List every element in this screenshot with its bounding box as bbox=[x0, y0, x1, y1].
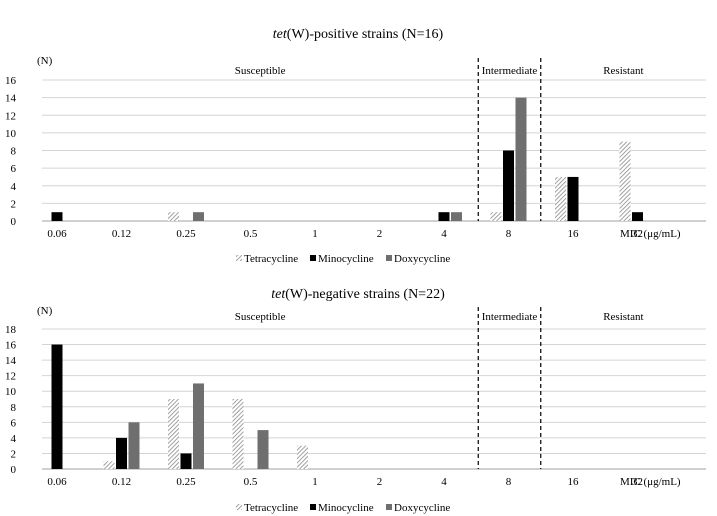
y-tick-label: 16 bbox=[5, 340, 17, 352]
x-tick-label: 0.25 bbox=[176, 228, 196, 240]
y-tick-label: 4 bbox=[11, 433, 17, 445]
bar-tetracycline bbox=[490, 212, 502, 221]
region-label-susceptible: Susceptible bbox=[235, 311, 286, 323]
chart-panel-1: tet(W)-positive strains (N=16)(N)0246810… bbox=[5, 27, 706, 265]
x-tick-label: 4 bbox=[441, 476, 447, 488]
legend-label-doxycycline: Doxycycline bbox=[394, 253, 450, 265]
x-axis-label: MIC (μg/mL) bbox=[620, 228, 681, 240]
x-tick-label: 32 bbox=[632, 228, 643, 240]
bar-tetracycline bbox=[555, 176, 566, 221]
x-tick-label: 16 bbox=[568, 476, 580, 488]
y-tick-label: 8 bbox=[11, 402, 17, 414]
y-tick-label: 12 bbox=[5, 371, 16, 383]
x-tick-label: 0.06 bbox=[47, 476, 67, 488]
legend-label-tetracycline: Tetracycline bbox=[244, 502, 298, 514]
bar-minocycline bbox=[567, 176, 579, 221]
y-tick-label: 6 bbox=[11, 417, 17, 429]
chart-title: tet(W)-negative strains (N=22) bbox=[271, 287, 445, 302]
bar-tetracycline bbox=[103, 461, 115, 469]
chart-title-italic: tet bbox=[271, 287, 286, 302]
y-tick-label: 14 bbox=[5, 355, 17, 367]
y-tick-label: 0 bbox=[11, 464, 17, 476]
legend-swatch-tetracycline bbox=[236, 504, 242, 510]
region-label-resistant: Resistant bbox=[603, 65, 643, 77]
bar-minocycline bbox=[180, 453, 192, 469]
bar-minocycline bbox=[116, 437, 127, 469]
bar-tetracycline bbox=[619, 141, 631, 221]
x-tick-label: 0.06 bbox=[47, 228, 67, 240]
y-tick-label: 14 bbox=[5, 93, 17, 105]
region-label-intermediate: Intermediate bbox=[482, 311, 538, 323]
y-tick-label: 6 bbox=[11, 163, 17, 175]
bar-tetracycline bbox=[297, 445, 308, 469]
y-tick-label: 2 bbox=[11, 198, 17, 210]
x-tick-label: 0.5 bbox=[244, 228, 258, 240]
y-tick-label: 12 bbox=[5, 110, 16, 122]
bar-minocycline bbox=[632, 212, 643, 221]
y-axis-label: (N) bbox=[37, 55, 53, 67]
legend-swatch-tetracycline bbox=[236, 255, 242, 261]
legend-label-minocycline: Minocycline bbox=[318, 253, 374, 265]
y-tick-label: 10 bbox=[5, 386, 17, 398]
bar-minocycline bbox=[438, 212, 450, 221]
y-tick-label: 4 bbox=[11, 181, 17, 193]
bar-minocycline bbox=[503, 150, 514, 221]
x-tick-label: 32 bbox=[632, 476, 643, 488]
bar-tetracycline bbox=[168, 212, 179, 221]
chart-title-italic: tet bbox=[273, 27, 288, 42]
legend-label-doxycycline: Doxycycline bbox=[394, 502, 450, 514]
chart-title-rest: (W)-positive strains (N=16) bbox=[287, 27, 444, 42]
region-label-resistant: Resistant bbox=[603, 311, 643, 323]
chart-title: tet(W)-positive strains (N=16) bbox=[273, 27, 444, 42]
x-tick-label: 0.12 bbox=[112, 228, 131, 240]
bar-doxycycline bbox=[451, 212, 462, 221]
region-label-intermediate: Intermediate bbox=[482, 65, 538, 77]
legend-swatch-minocycline bbox=[310, 255, 316, 261]
bar-doxycycline bbox=[193, 212, 204, 221]
y-tick-label: 18 bbox=[5, 324, 17, 336]
bar-doxycycline bbox=[193, 383, 204, 469]
legend-swatch-minocycline bbox=[310, 504, 316, 510]
x-tick-label: 16 bbox=[568, 228, 580, 240]
y-tick-label: 2 bbox=[11, 448, 17, 460]
region-label-susceptible: Susceptible bbox=[235, 65, 286, 77]
legend-swatch-doxycycline bbox=[386, 504, 392, 510]
x-tick-label: 2 bbox=[377, 228, 383, 240]
bar-minocycline bbox=[51, 344, 63, 469]
y-tick-label: 10 bbox=[5, 128, 17, 140]
legend-swatch-doxycycline bbox=[386, 255, 392, 261]
x-tick-label: 4 bbox=[441, 228, 447, 240]
y-tick-label: 16 bbox=[5, 75, 17, 87]
x-tick-label: 1 bbox=[312, 228, 318, 240]
bar-minocycline bbox=[51, 212, 63, 221]
chart-title-rest: (W)-negative strains (N=22) bbox=[285, 287, 445, 302]
legend-label-tetracycline: Tetracycline bbox=[244, 253, 298, 265]
y-tick-label: 8 bbox=[11, 146, 17, 158]
legend-label-minocycline: Minocycline bbox=[318, 502, 374, 514]
x-axis-label: MIC (μg/mL) bbox=[620, 476, 681, 488]
x-tick-label: 8 bbox=[506, 476, 512, 488]
y-axis-label: (N) bbox=[37, 305, 53, 317]
bar-tetracycline bbox=[168, 399, 179, 469]
x-tick-label: 0.25 bbox=[176, 476, 196, 488]
x-tick-label: 2 bbox=[377, 476, 383, 488]
y-tick-label: 0 bbox=[11, 216, 17, 228]
bar-doxycycline bbox=[257, 430, 269, 469]
bar-doxycycline bbox=[128, 422, 140, 469]
bar-tetracycline bbox=[232, 399, 244, 469]
chart-panel-2: tet(W)-negative strains (N=22)(N)0246810… bbox=[5, 287, 706, 514]
x-tick-label: 1 bbox=[312, 476, 318, 488]
x-tick-label: 8 bbox=[506, 228, 512, 240]
x-tick-label: 0.5 bbox=[244, 476, 258, 488]
x-tick-label: 0.12 bbox=[112, 476, 131, 488]
bar-doxycycline bbox=[515, 97, 527, 221]
